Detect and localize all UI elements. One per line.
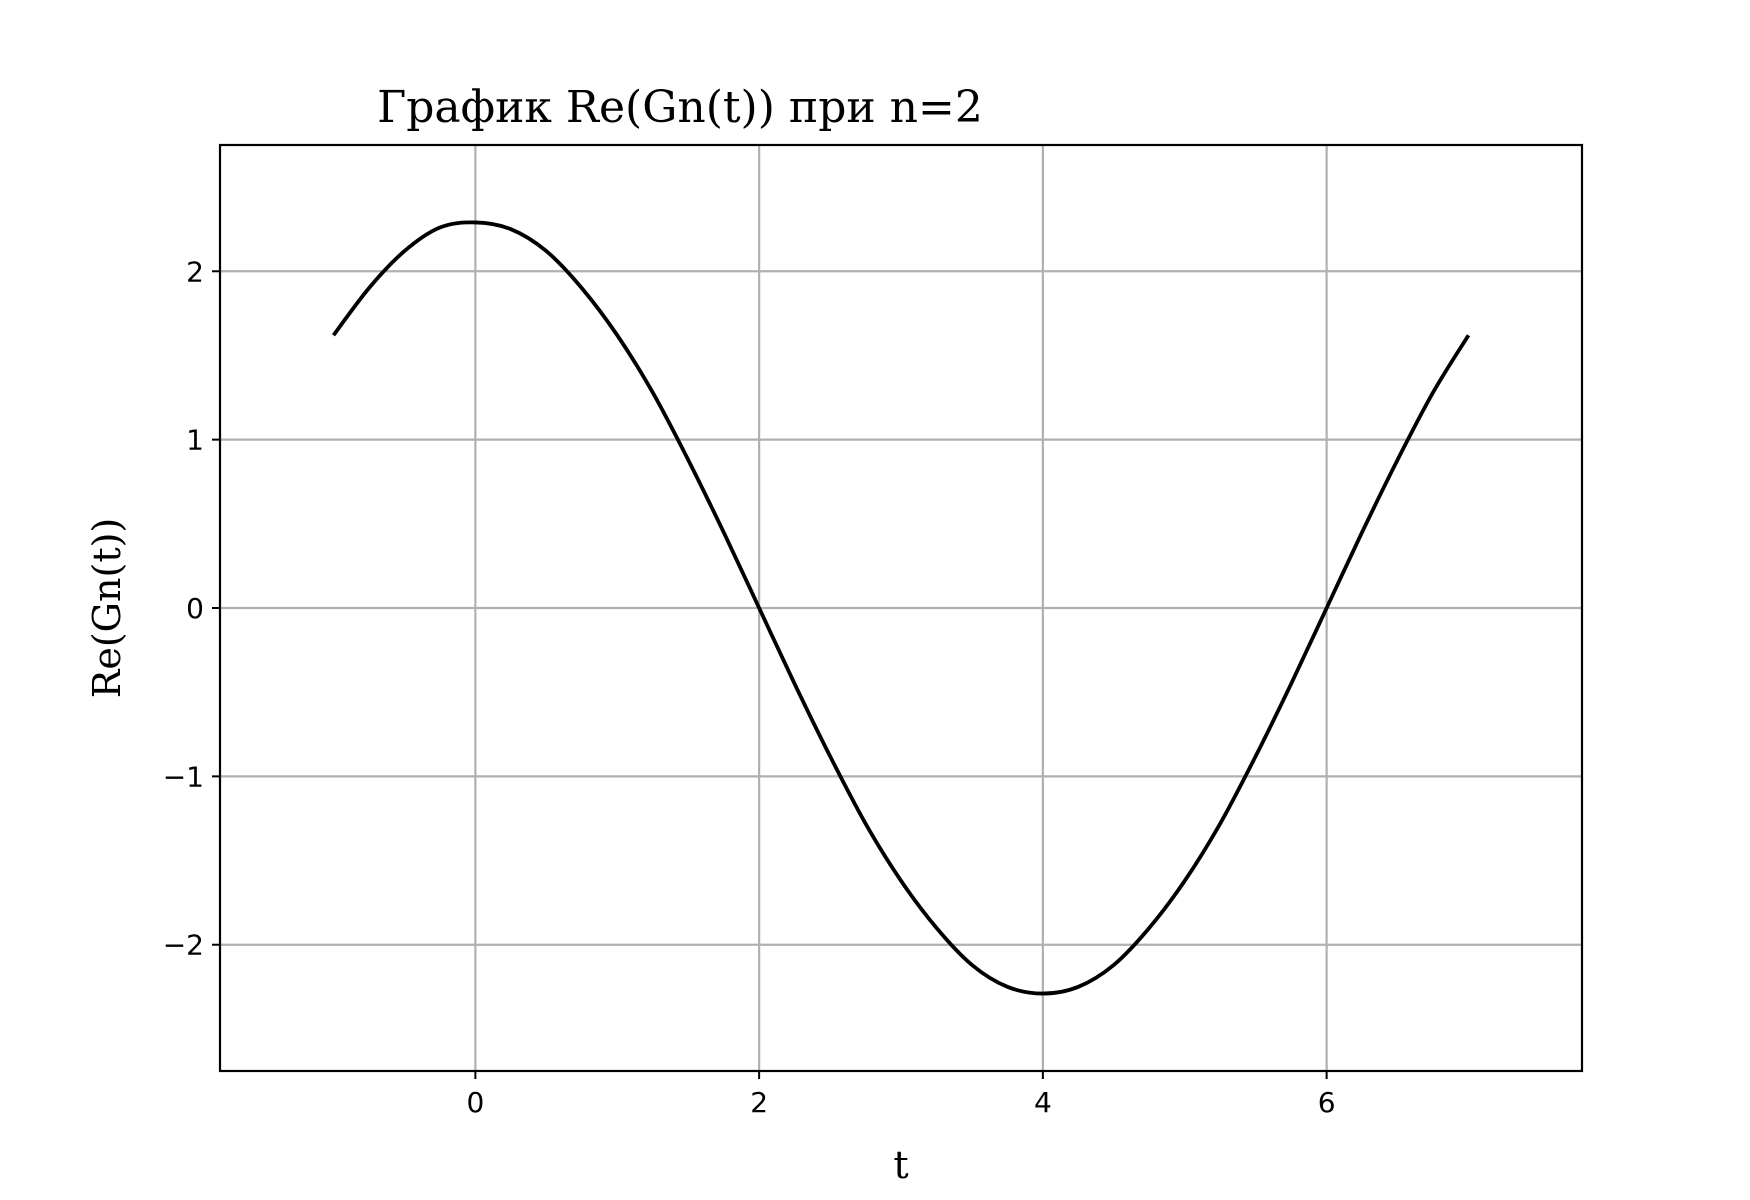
y-axis-label: Re(Gn(t)) — [85, 518, 129, 699]
ticks: 0 2 4 6 −2 −1 0 1 2 — [163, 255, 1336, 1119]
chart-title: График Re(Gn(t)) при n=2 — [377, 82, 983, 133]
y-tick-label-2: 0 — [186, 592, 204, 625]
x-tick-label-3: 6 — [1318, 1086, 1336, 1119]
grid — [220, 145, 1582, 1071]
x-tick-label-2: 4 — [1034, 1086, 1052, 1119]
series-layer — [331, 220, 1471, 996]
y-tick-label-4: 2 — [186, 255, 204, 288]
y-tick-label-1: −1 — [163, 760, 204, 793]
series-line-0 — [331, 220, 1471, 996]
y-tick-label-3: 1 — [186, 424, 204, 457]
x-tick-label-0: 0 — [466, 1086, 484, 1119]
x-tick-label-1: 2 — [750, 1086, 768, 1119]
x-axis-label: t — [893, 1143, 908, 1187]
y-tick-label-0: −2 — [163, 929, 204, 962]
